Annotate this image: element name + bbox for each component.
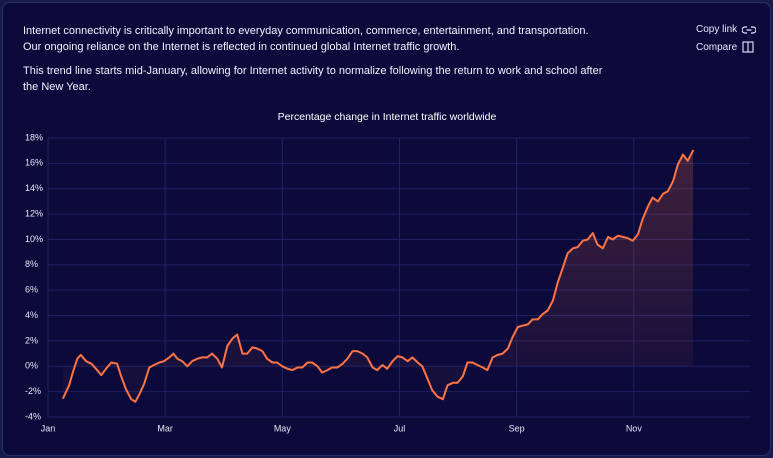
text-line: This trend line starts mid-January, allo… [23,65,603,77]
text-line: Internet connectivity is critically impo… [23,25,589,37]
text-line: the New Year. [23,81,91,93]
compare-button[interactable]: Compare [696,41,754,53]
x-tick-label: Jan [41,423,56,433]
compare-icon [742,41,754,53]
y-tick-label: 8% [25,259,38,269]
x-tick-label: Nov [626,423,643,433]
link-icon [742,25,757,34]
y-tick-label: -2% [25,386,41,396]
y-tick-label: 18% [25,132,43,142]
area [63,150,693,402]
y-tick-label: 16% [25,158,43,168]
x-tick-label: Mar [157,423,173,433]
x-tick-label: Sep [509,423,525,433]
button-label: Compare [696,41,738,53]
button-label: Copy link [696,24,738,35]
y-tick-label: 12% [25,208,43,218]
y-tick-label: 4% [25,310,38,320]
x-tick-label: May [274,423,292,433]
chart: Percentage change in Internet traffic wo… [25,111,751,433]
copy-link-button[interactable]: Copy link [696,24,757,35]
trend-line [62,149,694,403]
y-tick-label: 0% [25,361,38,371]
y-tick-label: 2% [25,335,38,345]
y-tick-label: 6% [25,285,38,295]
y-tick-label: -4% [25,411,41,421]
y-tick-label: 10% [25,234,43,244]
text-line: Our ongoing reliance on the Internet is … [23,41,460,53]
intro-paragraph: Internet connectivity is critically impo… [23,23,589,55]
note-paragraph: This trend line starts mid-January, allo… [23,63,602,95]
y-tick-label: 14% [25,183,43,193]
x-tick-label: Jul [394,423,406,433]
chart-title: Percentage change in Internet traffic wo… [278,111,497,123]
